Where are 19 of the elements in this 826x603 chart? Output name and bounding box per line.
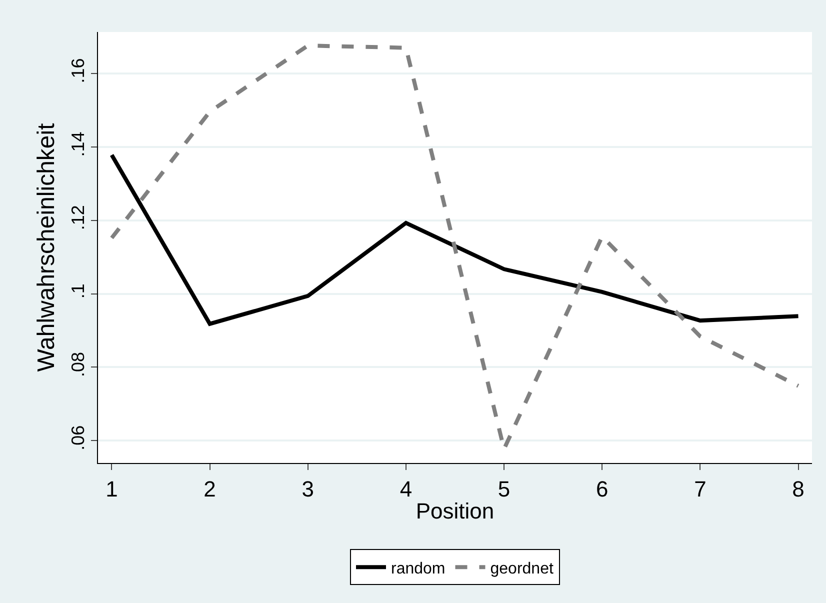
x-tick-label: 2 — [204, 476, 216, 502]
x-tick-label: 5 — [498, 476, 510, 502]
x-axis-title: Position — [416, 498, 494, 524]
x-tick-label: 3 — [302, 476, 314, 502]
y-tick-label: .14 — [68, 132, 88, 157]
y-tick-label: .16 — [68, 58, 88, 84]
legend-label: random — [391, 560, 446, 578]
y-axis-title: Wahlwahrscheinlichkeit — [32, 122, 60, 372]
x-tick-label: 6 — [596, 476, 608, 502]
y-tick-label: .1 — [68, 284, 88, 299]
x-tick-label: 7 — [694, 476, 706, 502]
legend-label: geordnet — [490, 560, 554, 578]
line-series — [110, 152, 800, 326]
y-tick-label: .12 — [68, 205, 88, 230]
y-tick-label: .08 — [68, 352, 88, 377]
y-tick-label: .06 — [68, 425, 88, 450]
x-tick-label: 1 — [106, 476, 118, 502]
x-tick-label: 8 — [792, 476, 804, 502]
x-tick-label: 4 — [400, 476, 412, 502]
